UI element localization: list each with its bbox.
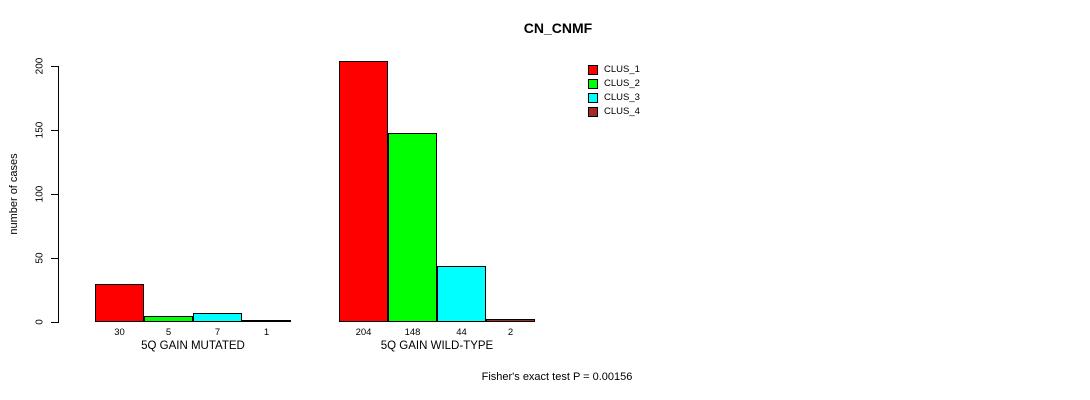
bar-value-label: 44 (456, 327, 467, 338)
bar-clus_4-group1 (242, 320, 291, 322)
category-label-group1: 5Q GAIN MUTATED (141, 340, 245, 352)
bar-clus_1-group1 (95, 284, 144, 322)
bar-value-label: 30 (114, 327, 125, 338)
bar-clus_3-group2 (437, 266, 486, 322)
y-axis-tick-label: 200 (34, 57, 46, 75)
bar-clus_3-group1 (193, 313, 242, 322)
y-axis-tick (51, 322, 58, 323)
y-axis-tick (51, 130, 58, 131)
legend-swatch-clus_4 (588, 107, 598, 117)
bar-clus_4-group2 (486, 319, 535, 322)
category-label-group2: 5Q GAIN WILD-TYPE (380, 340, 494, 352)
y-axis-tick (51, 66, 58, 67)
y-axis-tick (51, 258, 58, 259)
legend-label-clus_1: CLUS_1 (604, 64, 640, 75)
bar-value-label: 1 (263, 327, 270, 338)
bar-value-label: 5 (165, 327, 172, 338)
legend-label-clus_4: CLUS_4 (604, 106, 640, 117)
y-axis-tick-label: 0 (34, 319, 46, 325)
fisher-test-annotation: Fisher's exact test P = 0.00156 (481, 371, 633, 383)
bar-value-label: 204 (355, 327, 372, 338)
y-axis-title: number of cases (8, 153, 20, 235)
bar-clus_2-group2 (388, 133, 437, 322)
legend-swatch-clus_1 (588, 65, 598, 75)
bar-clus_2-group1 (144, 316, 193, 322)
bar-value-label: 148 (404, 327, 421, 338)
y-axis-line (58, 66, 59, 323)
y-axis-tick-label: 100 (34, 185, 46, 203)
y-axis-tick (51, 194, 58, 195)
bar-value-label: 2 (507, 327, 514, 338)
chart-title: CN_CNMF (523, 20, 593, 36)
bar-clus_1-group2 (339, 61, 388, 322)
legend-swatch-clus_3 (588, 93, 598, 103)
bar-value-label: 7 (214, 327, 221, 338)
legend-swatch-clus_2 (588, 79, 598, 89)
y-axis-tick-label: 150 (34, 121, 46, 139)
legend-label-clus_2: CLUS_2 (604, 78, 640, 89)
legend-label-clus_3: CLUS_3 (604, 92, 640, 103)
y-axis-tick-label: 50 (34, 252, 46, 264)
